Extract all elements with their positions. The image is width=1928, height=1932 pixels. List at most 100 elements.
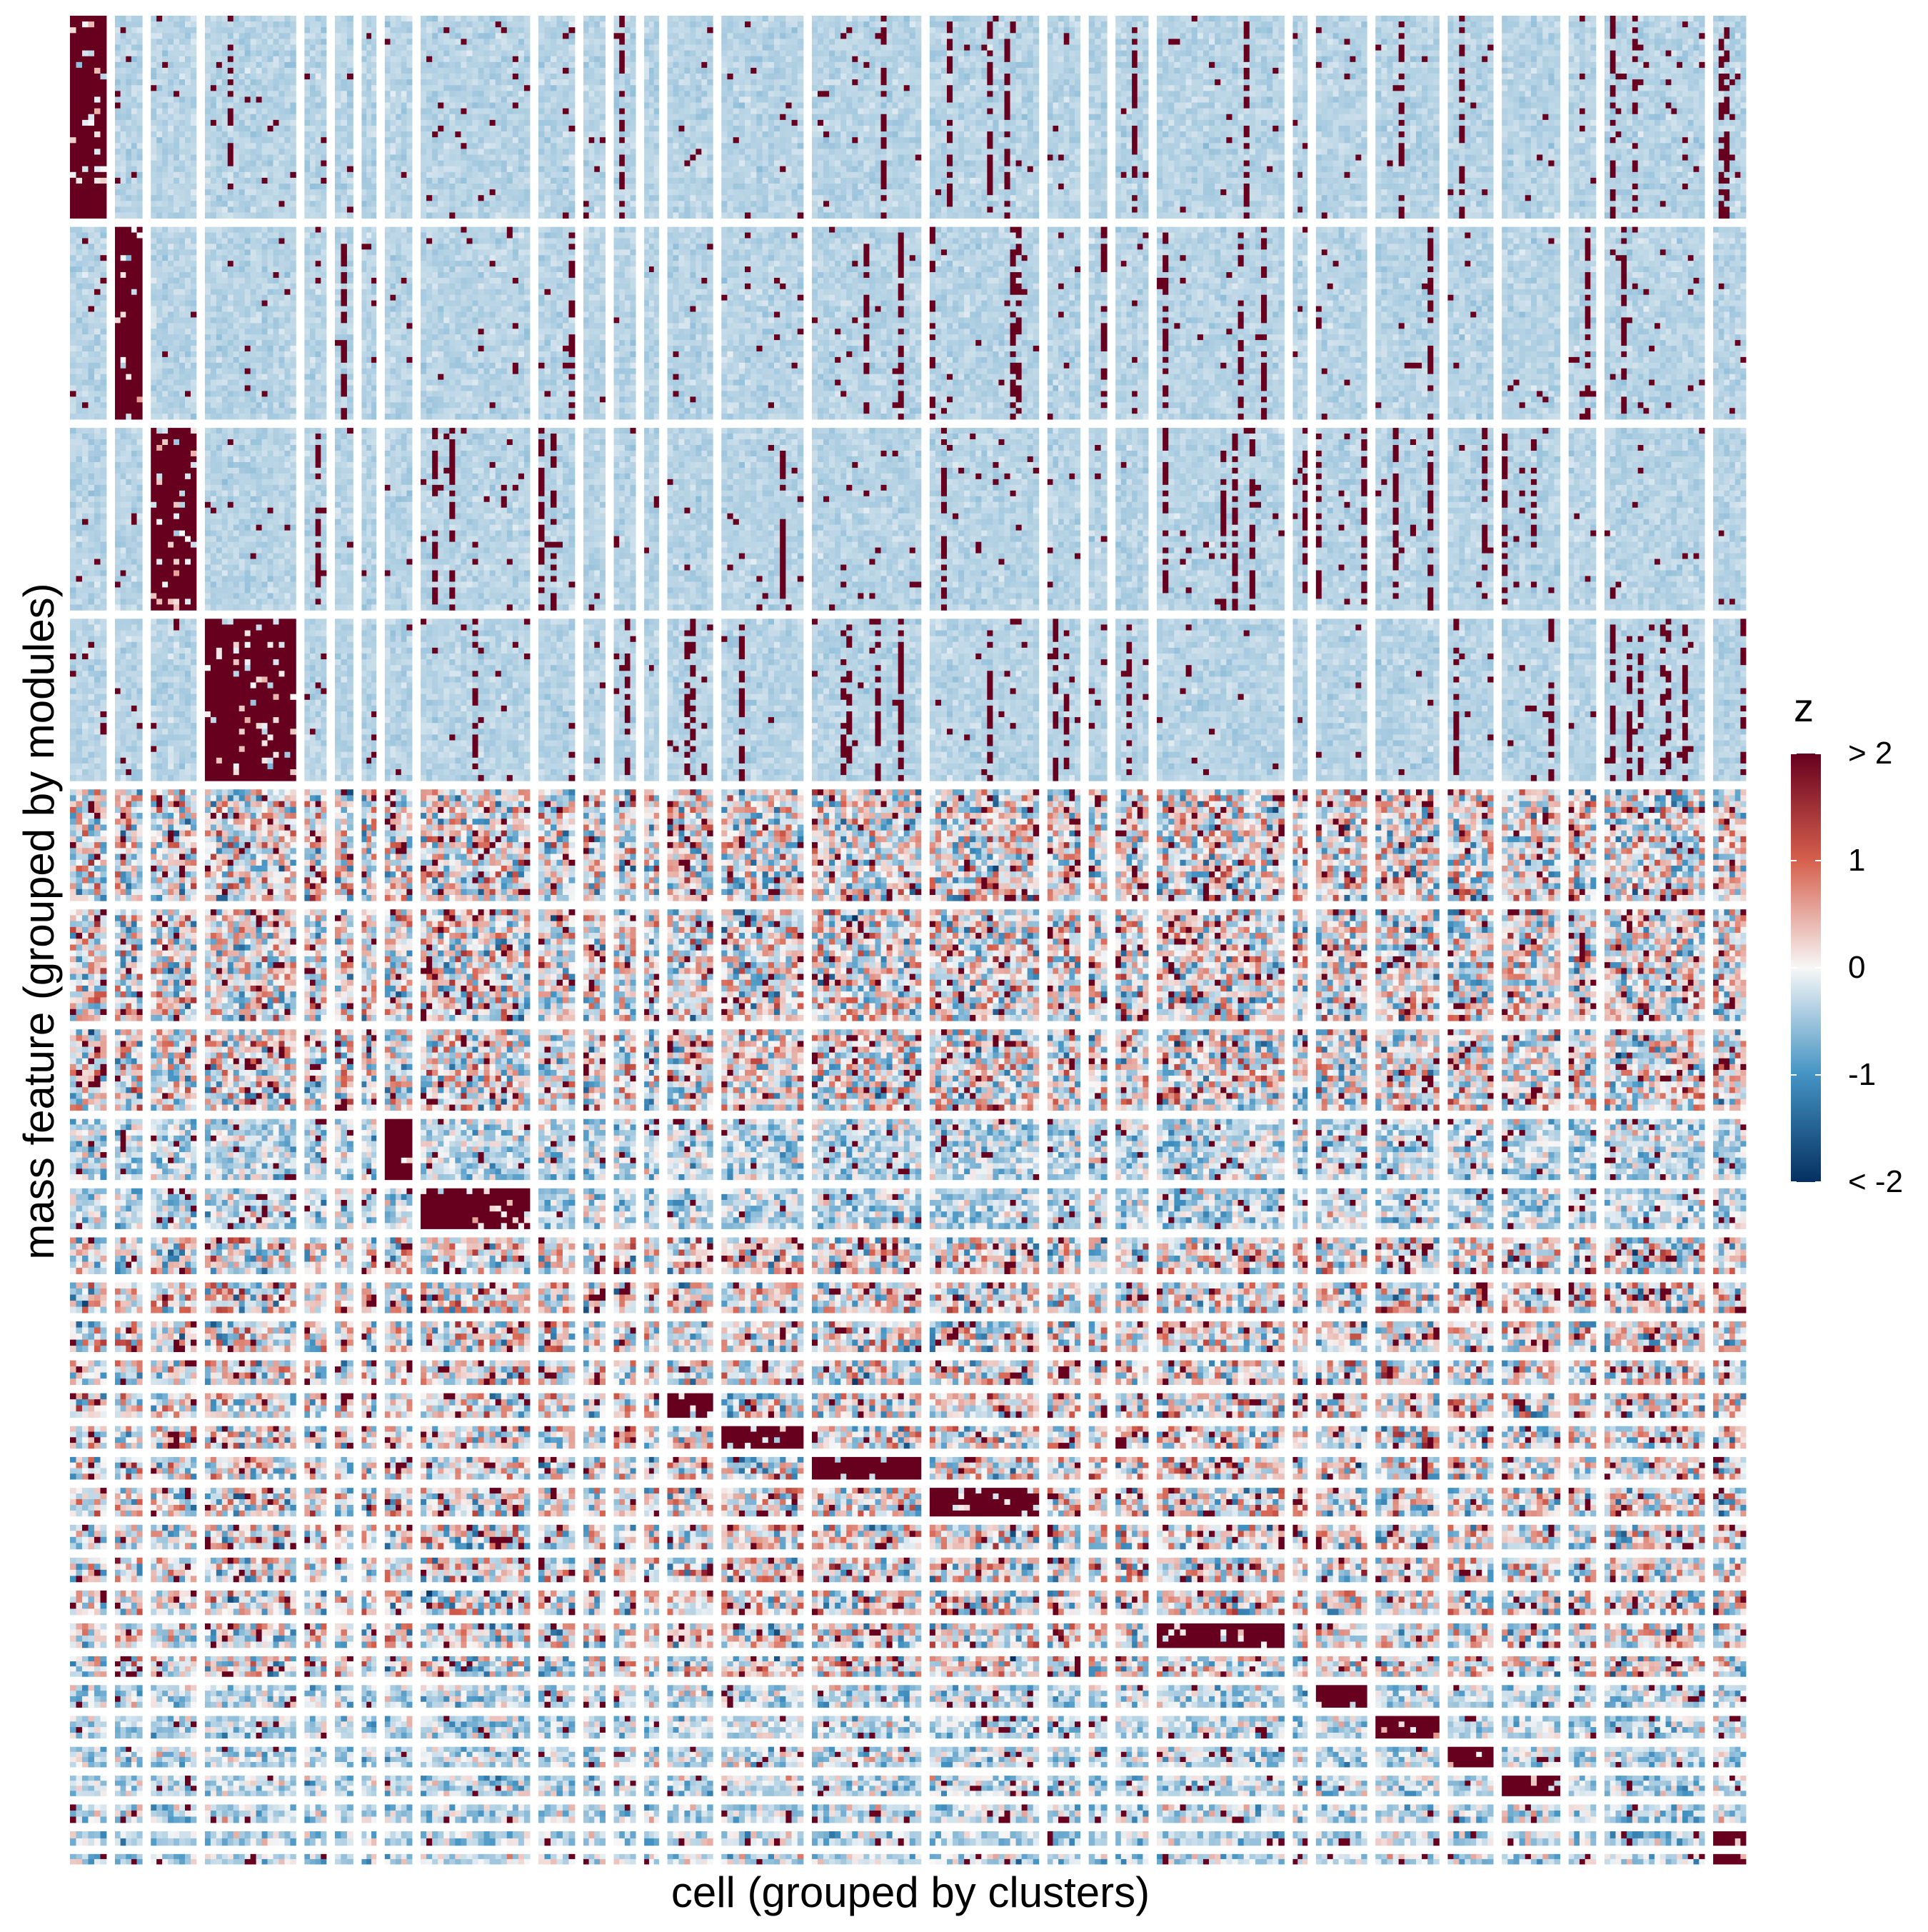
heatmap-cell xyxy=(273,114,279,121)
heatmap-cell xyxy=(131,166,137,173)
heatmap-cell xyxy=(168,85,174,91)
heatmap-cell xyxy=(216,68,222,74)
heatmap-cell xyxy=(396,154,401,161)
heatmap-cell xyxy=(185,33,191,39)
heatmap-cell xyxy=(245,120,251,126)
heatmap-cell xyxy=(273,161,279,167)
heatmap-cell xyxy=(371,79,376,86)
heatmap-cell xyxy=(268,166,273,173)
heatmap-cell xyxy=(115,74,121,80)
heatmap-cell xyxy=(347,109,353,115)
heatmap-cell xyxy=(205,62,211,69)
heatmap-cell xyxy=(385,189,391,196)
heatmap-cell xyxy=(211,131,216,138)
heatmap-cell xyxy=(168,91,174,97)
heatmap-cell xyxy=(278,74,284,80)
heatmap-cell xyxy=(205,21,211,27)
heatmap-cell xyxy=(371,51,376,57)
heatmap-cell xyxy=(191,21,196,27)
heatmap-cell xyxy=(390,201,396,207)
heatmap-cell xyxy=(268,33,273,39)
heatmap-cell xyxy=(262,27,268,34)
heatmap-cell xyxy=(168,33,174,39)
heatmap-cell xyxy=(256,27,262,34)
heatmap-cell xyxy=(126,184,131,190)
heatmap-cell xyxy=(131,206,137,213)
heatmap-cell xyxy=(100,91,106,97)
heatmap-cell xyxy=(222,16,228,22)
heatmap-cell xyxy=(121,56,126,63)
heatmap-cell xyxy=(94,16,101,22)
heatmap-cell xyxy=(211,79,216,86)
heatmap-cell xyxy=(191,172,196,179)
heatmap-cell xyxy=(366,39,371,45)
heatmap-cell xyxy=(126,39,131,45)
heatmap-cell xyxy=(371,184,376,190)
heatmap-cell xyxy=(234,39,239,45)
heatmap-cell xyxy=(284,33,290,39)
heatmap-cell xyxy=(76,149,83,155)
heatmap-cell xyxy=(216,195,222,201)
heatmap-cell xyxy=(162,161,168,167)
heatmap-cell xyxy=(396,120,401,126)
heatmap-cell xyxy=(239,126,245,132)
heatmap-cell xyxy=(70,126,76,132)
heatmap-cell xyxy=(216,172,222,179)
heatmap-cell xyxy=(396,166,401,173)
heatmap-cell xyxy=(94,166,101,173)
heatmap-cell xyxy=(137,126,143,132)
heatmap-cell xyxy=(316,149,321,155)
heatmap-cell xyxy=(76,33,83,39)
heatmap-cell xyxy=(162,120,168,126)
heatmap-cell xyxy=(121,103,126,109)
heatmap-cell xyxy=(321,39,326,45)
heatmap-cell xyxy=(162,45,168,51)
heatmap-cell xyxy=(126,161,131,167)
heatmap-cell xyxy=(335,137,341,144)
heatmap-cell xyxy=(251,21,256,27)
heatmap-cell xyxy=(251,103,256,109)
heatmap-cell xyxy=(347,154,353,161)
heatmap-cell xyxy=(310,201,316,207)
heatmap-cell xyxy=(88,143,94,149)
heatmap-cell xyxy=(273,137,279,144)
heatmap-cell xyxy=(234,27,239,34)
heatmap-cell xyxy=(335,62,341,69)
heatmap-cell xyxy=(278,161,284,167)
heatmap-cell xyxy=(137,201,143,207)
heatmap-cell xyxy=(179,56,185,63)
heatmap-cell xyxy=(131,21,137,27)
heatmap-cell xyxy=(361,27,366,34)
heatmap-cell xyxy=(205,161,211,167)
heatmap-cell xyxy=(174,39,179,45)
heatmap-cell xyxy=(278,91,284,97)
heatmap-cell xyxy=(94,21,101,27)
heatmap-cell xyxy=(366,45,371,51)
heatmap-cell xyxy=(262,39,268,45)
heatmap-cell xyxy=(335,131,341,138)
heatmap-cell xyxy=(191,39,196,45)
heatmap-cell xyxy=(228,143,234,149)
heatmap-cell xyxy=(347,195,353,201)
heatmap-cell xyxy=(76,51,83,57)
heatmap-cell xyxy=(251,166,256,173)
heatmap-cell xyxy=(321,206,326,213)
heatmap-block xyxy=(70,16,106,219)
heatmap-block xyxy=(385,16,413,219)
heatmap-cell xyxy=(310,45,316,51)
heatmap-cell xyxy=(222,120,228,126)
heatmap-cell xyxy=(268,56,273,63)
heatmap-cell xyxy=(321,16,326,22)
heatmap-cell xyxy=(211,149,216,155)
heatmap-cell xyxy=(70,27,76,34)
heatmap-cell xyxy=(256,96,262,103)
heatmap-cell xyxy=(131,213,137,219)
heatmap-cell xyxy=(137,178,143,184)
heatmap-cell xyxy=(126,189,131,196)
heatmap-cell xyxy=(94,33,101,39)
heatmap-cell xyxy=(115,172,121,179)
heatmap-cell xyxy=(341,189,347,196)
heatmap-cell xyxy=(76,120,83,126)
heatmap-cell xyxy=(179,172,185,179)
heatmap-cell xyxy=(385,62,391,69)
